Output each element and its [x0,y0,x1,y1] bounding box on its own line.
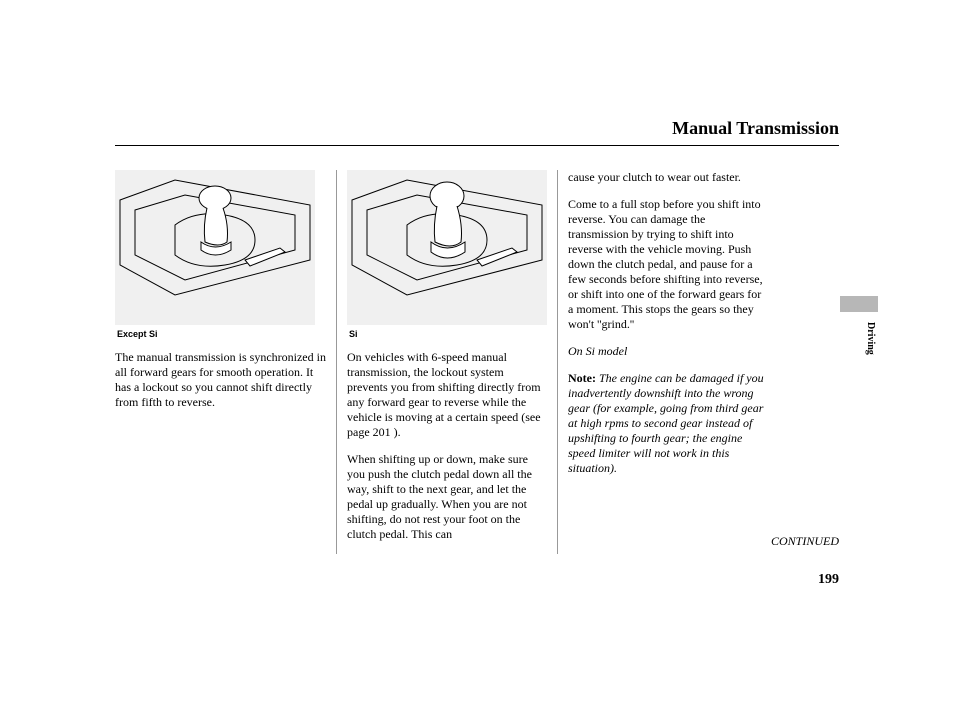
manual-page: Manual Transmission [0,0,954,710]
figure-si [347,170,547,325]
figure-1-label: Except Si [115,329,326,340]
note-body: The engine can be damaged if you inadver… [568,371,764,475]
note-label: Note: [568,371,596,385]
content-columns: Except Si The manual transmission is syn… [115,170,839,554]
shifter-illustration-2 [347,170,547,325]
page-number: 199 [818,572,839,588]
col3-para0: cause your clutch to wear out faster. [568,170,768,185]
column-1: Except Si The manual transmission is syn… [115,170,336,554]
shifter-illustration-1 [115,170,315,325]
col1-para1: The manual transmission is synchronized … [115,350,326,410]
column-2: Si On vehicles with 6-speed manual trans… [336,170,557,554]
column-3: cause your clutch to wear out faster. Co… [557,170,778,554]
section-tab-label: Driving [865,322,876,355]
col2-para1: On vehicles with 6-speed manual transmis… [347,350,547,440]
page-header: Manual Transmission [115,118,839,146]
col2-para2: When shifting up or down, make sure you … [347,452,547,542]
figure-except-si [115,170,315,325]
col3-model-line: On Si model [568,344,768,359]
col3-para1: Come to a full stop before you shift int… [568,197,768,332]
page-title: Manual Transmission [672,118,839,138]
continued-marker: CONTINUED [771,534,839,549]
col3-note: Note: The engine can be damaged if you i… [568,371,768,476]
figure-2-label: Si [347,329,547,340]
section-tab [840,296,878,312]
